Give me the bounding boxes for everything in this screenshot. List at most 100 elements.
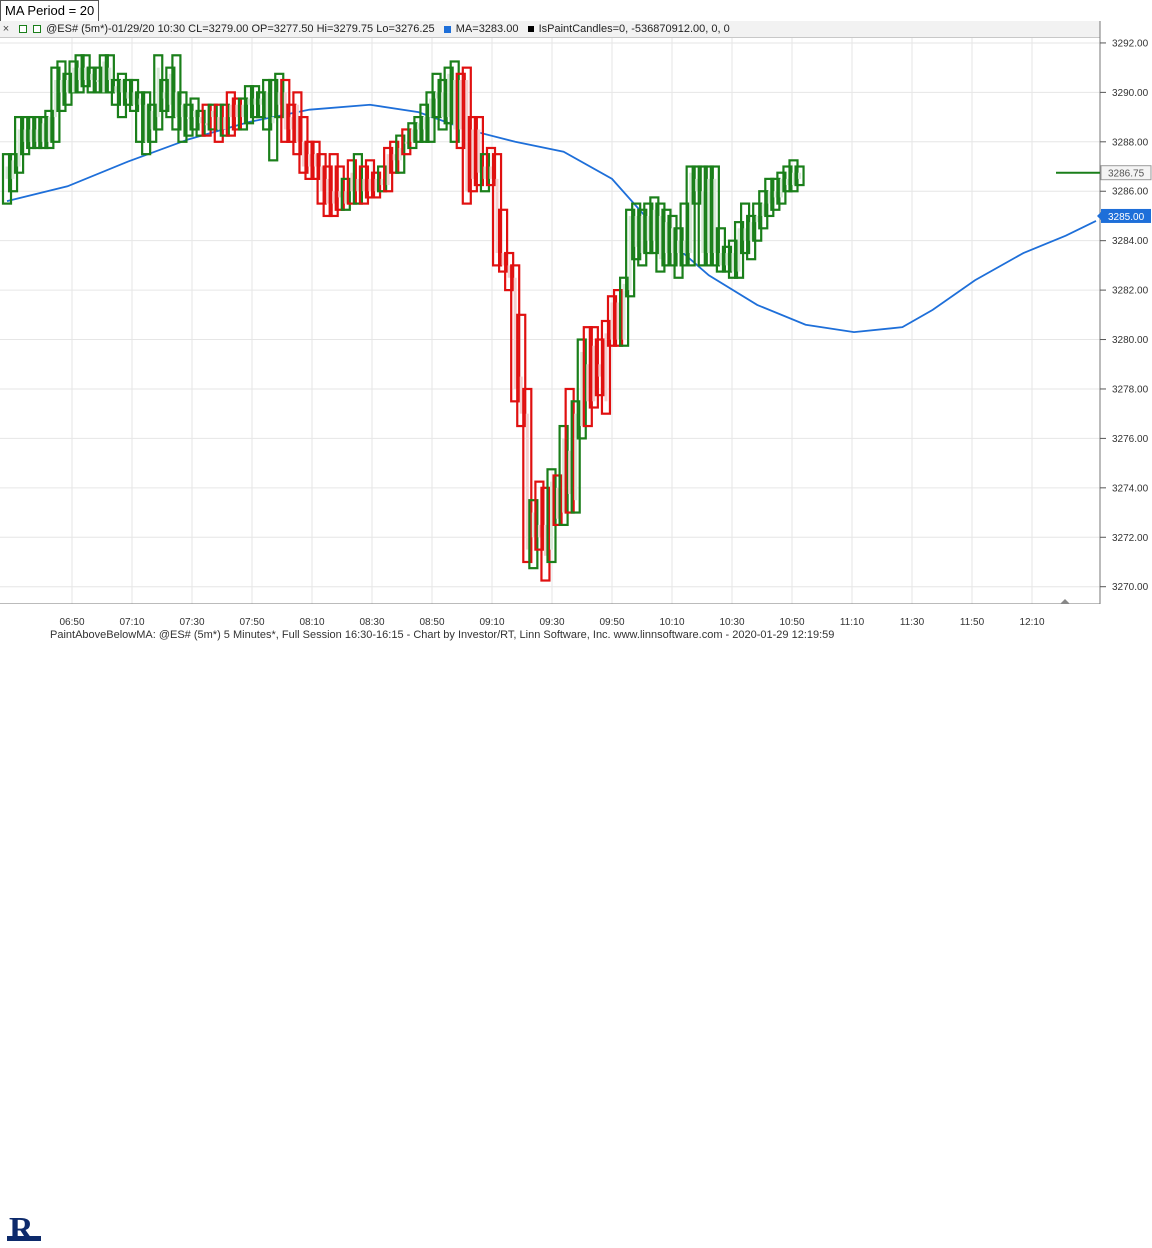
candle-body <box>447 73 451 118</box>
candle-body <box>598 364 602 377</box>
candle <box>667 214 678 267</box>
candle-range <box>697 165 708 267</box>
candle-range <box>352 153 363 205</box>
candle-range <box>631 202 642 261</box>
price-tick-label: 3280.00 <box>1112 335 1149 346</box>
candle-body <box>531 512 535 538</box>
candle <box>98 54 109 94</box>
last-price-tag <box>1100 165 1152 181</box>
candle-body <box>707 178 711 254</box>
candle <box>74 54 85 94</box>
candle <box>437 78 448 131</box>
candle <box>546 468 557 564</box>
candle-range <box>709 165 720 267</box>
candle-range <box>56 60 67 113</box>
candle <box>473 115 484 187</box>
candle-body <box>120 80 124 93</box>
candle <box>141 91 152 156</box>
candle-body <box>634 215 638 247</box>
candle <box>594 338 606 397</box>
candle <box>516 313 527 428</box>
time-tick-label: 12:10 <box>1019 617 1045 628</box>
candle-body <box>223 117 227 130</box>
candle <box>727 239 739 279</box>
time-axis[interactable] <box>0 599 1100 604</box>
candle-body <box>168 73 172 105</box>
candle-body <box>471 129 475 179</box>
candle <box>249 85 261 119</box>
candle-body <box>713 178 717 254</box>
candle-range <box>243 85 255 125</box>
grid-layer <box>0 38 1100 604</box>
candle <box>340 177 351 211</box>
candle <box>237 97 249 131</box>
candle <box>92 66 103 94</box>
candle <box>358 165 370 205</box>
price-axis[interactable]: 3292.00 3290.00 3288.00 3286.00 3284.00 3282.… <box>1056 21 1152 604</box>
symbol-info-text: @ES# (5m*)-01/29/20 10:30 CL=3279.00 OP=… <box>46 23 435 35</box>
candle-range <box>334 165 345 211</box>
candle-body <box>84 67 88 81</box>
candle-body <box>90 73 94 81</box>
close-icon[interactable]: × <box>2 23 10 35</box>
candle <box>407 122 418 150</box>
time-tick-label: 07:30 <box>179 617 205 628</box>
candle-range <box>237 97 249 131</box>
candle <box>207 103 218 131</box>
candle-body <box>574 413 578 501</box>
candle <box>310 140 321 180</box>
candle <box>485 146 497 187</box>
candle-range <box>679 202 690 267</box>
candle-range <box>727 239 739 279</box>
candle <box>788 159 799 193</box>
candle-range <box>691 165 702 205</box>
candle-range <box>110 78 122 106</box>
candle <box>564 387 575 514</box>
candle <box>328 153 339 218</box>
candle-body <box>108 67 112 81</box>
candle-body <box>543 524 547 556</box>
candle-body <box>211 110 215 118</box>
candle-body <box>556 487 560 519</box>
candle <box>661 208 672 267</box>
candle-range <box>600 319 612 415</box>
candle-range <box>733 221 745 279</box>
candle-range <box>437 78 448 131</box>
candle-range <box>449 60 460 143</box>
candle-body <box>592 345 596 402</box>
candle-body <box>537 524 541 538</box>
candle-range <box>552 474 563 527</box>
candle-body <box>392 154 396 161</box>
time-tick-label: 11:50 <box>959 617 985 628</box>
ma-period-label[interactable]: MA Period = 20 <box>0 0 100 22</box>
candle-range <box>122 78 134 106</box>
time-tick-label: 11:10 <box>839 617 865 628</box>
candle-body <box>253 98 257 105</box>
candle <box>201 103 212 137</box>
candle-range <box>26 115 37 150</box>
candle <box>479 153 491 193</box>
candle-body <box>610 302 614 340</box>
candle-range <box>280 78 291 143</box>
candle <box>739 202 751 255</box>
candle <box>655 202 666 273</box>
candle-body <box>568 450 572 495</box>
candles-layer <box>1 54 805 582</box>
candle-body <box>289 117 293 130</box>
candle-body <box>144 104 148 142</box>
candle <box>225 91 236 137</box>
candle-body <box>229 104 233 118</box>
candle-range <box>32 115 43 150</box>
candle <box>50 66 61 143</box>
candle <box>256 91 267 119</box>
candle <box>504 251 515 292</box>
candle <box>673 227 684 279</box>
price-chart[interactable]: 3292.00 3290.00 3288.00 3286.00 3284.00 3282.… <box>0 0 1152 604</box>
candle-range <box>304 140 315 180</box>
candle <box>116 72 128 119</box>
candle-range <box>20 115 31 156</box>
candle <box>588 326 599 409</box>
candle-range <box>62 72 73 106</box>
candle-body <box>187 117 190 120</box>
candle-range <box>340 177 351 211</box>
